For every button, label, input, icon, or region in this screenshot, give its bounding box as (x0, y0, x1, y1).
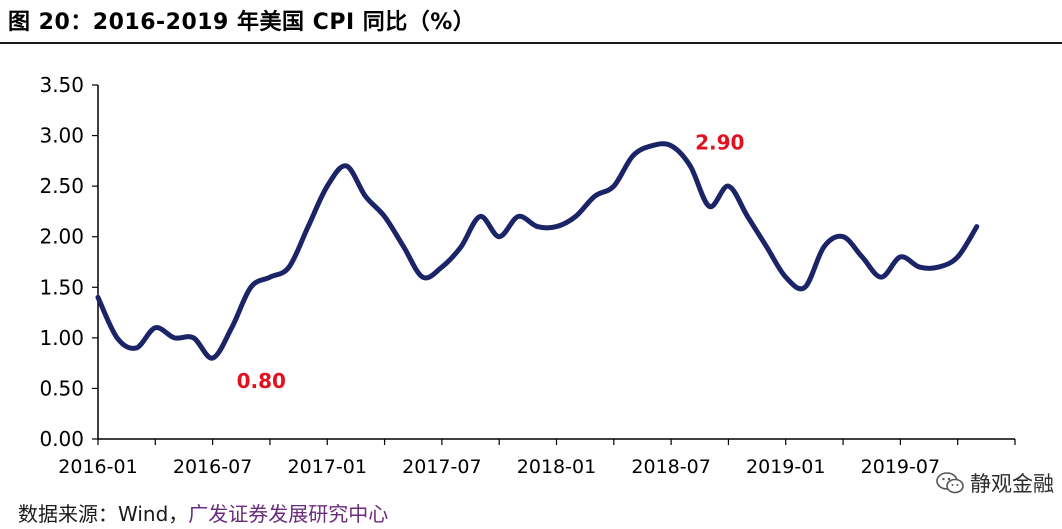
y-tick-label: 2.50 (39, 174, 84, 198)
data-label: 2.90 (695, 131, 744, 155)
wechat-icon (936, 471, 964, 495)
y-tick-label: 3.50 (39, 73, 84, 97)
cpi-series-line (95, 141, 980, 361)
watermark: 静观金融 (936, 468, 1054, 498)
chart-title: 图 20：2016-2019 年美国 CPI 同比（%） (8, 10, 476, 35)
watermark-text: 静观金融 (970, 472, 1054, 496)
source-label: 数据来源： (18, 502, 118, 526)
y-tick-label: 2.00 (39, 225, 84, 249)
y-tick-label: 3.00 (39, 124, 84, 148)
data-label: 0.80 (237, 369, 286, 393)
y-tick-label: 0.50 (39, 376, 84, 400)
x-tick-label: 2019-01 (746, 456, 825, 478)
y-tick-label: 1.50 (39, 275, 84, 299)
y-tick-label: 1.00 (39, 326, 84, 350)
x-tick-label: 2017-01 (288, 456, 367, 478)
x-tick-label: 2018-01 (517, 456, 596, 478)
source-note: 数据来源：Wind，广发证券发展研究中心 (18, 498, 388, 527)
x-tick-label: 2019-07 (861, 456, 940, 478)
x-tick-label: 2017-07 (402, 456, 481, 478)
title-divider (0, 42, 1062, 44)
x-tick-label: 2016-07 (173, 456, 252, 478)
x-tick-label: 2016-01 (58, 456, 137, 478)
x-tick-label: 2018-07 (631, 456, 710, 478)
source-organization: 广发证券发展研究中心 (188, 502, 389, 526)
y-tick-label: 0.00 (39, 427, 84, 451)
source-value: Wind， (118, 502, 189, 526)
